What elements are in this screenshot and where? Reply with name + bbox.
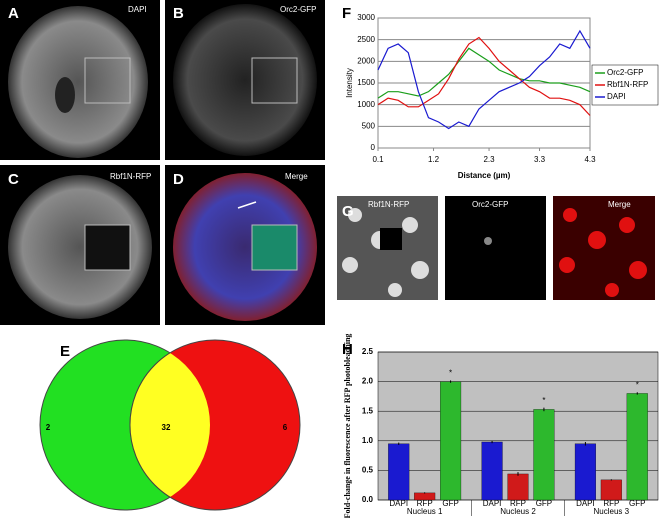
y-tick-label: 1500	[357, 78, 375, 87]
image-label: Orc2-GFP	[472, 200, 508, 209]
y-tick-label: 1.0	[362, 436, 374, 445]
x-tick-label: 2.3	[483, 155, 495, 164]
y-tick-label: 0.5	[362, 466, 374, 475]
image-label: Merge	[285, 172, 308, 181]
line	[377, 47, 591, 99]
panel-letter: B	[173, 5, 184, 22]
y-tick-label: 0	[371, 143, 376, 152]
y-tick-label: 2000	[357, 56, 375, 65]
image-label: Merge	[608, 200, 631, 209]
bar	[626, 393, 648, 501]
y-tick-label: 0.0	[362, 495, 374, 504]
panel-letter: H	[342, 341, 353, 358]
nucleolus	[55, 77, 75, 113]
line	[377, 29, 591, 130]
y-tick-label: 2.5	[362, 347, 374, 356]
x-tick-label: DAPI	[483, 499, 502, 508]
y-axis-label: Intensity	[345, 68, 354, 98]
y-tick-label: 2.0	[362, 377, 374, 386]
annotation: *	[542, 396, 545, 405]
x-tick-label: 0.1	[372, 155, 384, 164]
x-tick-label: 3.3	[534, 155, 546, 164]
venn-count: 2	[46, 423, 51, 432]
x-tick-label: 4.3	[584, 155, 596, 164]
panel-letter: G	[342, 203, 354, 220]
roi-box	[84, 57, 131, 104]
bar	[533, 409, 555, 501]
roi-box	[251, 224, 298, 271]
x-tick-label: RFP	[510, 499, 526, 508]
legend-label: Rbf1N-RFP	[607, 80, 648, 89]
x-tick-label: GFP	[442, 499, 458, 508]
venn-count: 6	[283, 423, 288, 432]
venn	[39, 339, 301, 511]
y-tick-label: 1000	[357, 100, 375, 109]
x-tick-label: RFP	[417, 499, 433, 508]
nucleus	[173, 4, 317, 156]
image-label: DAPI	[128, 5, 147, 14]
bar	[388, 443, 410, 501]
venn-overlap	[129, 340, 210, 510]
bleach	[380, 228, 402, 250]
group-label: Nucleus 2	[500, 507, 536, 516]
panel-letter: C	[8, 171, 19, 188]
arrow	[237, 201, 257, 209]
cell	[484, 237, 492, 245]
group-label: Nucleus 3	[594, 507, 630, 516]
annotation: *	[636, 380, 639, 389]
y-tick-label: 500	[362, 121, 376, 130]
image-label: Orc2-GFP	[280, 5, 316, 14]
bar	[440, 381, 462, 501]
y-tick-label: 1.5	[362, 406, 374, 415]
roi-box	[84, 224, 131, 271]
bar	[481, 441, 503, 501]
image-g2	[445, 196, 546, 300]
image-label: Rbf1N-RFP	[110, 172, 151, 181]
venn-count: 32	[162, 423, 171, 432]
panel-letter: E	[60, 343, 70, 360]
roi-box	[251, 57, 298, 104]
bar	[507, 473, 529, 501]
x-axis-label: Distance (µm)	[458, 171, 511, 180]
legend-label: DAPI	[607, 92, 626, 101]
legend-label: Orc2-GFP	[607, 68, 643, 77]
x-tick-label: 1.2	[428, 155, 440, 164]
image-panels	[0, 0, 655, 325]
y-tick-label: 3000	[357, 13, 375, 22]
x-tick-label: DAPI	[389, 499, 408, 508]
panel-letter: A	[8, 5, 19, 22]
group-label: Nucleus 1	[407, 507, 443, 516]
y-tick-label: 2500	[357, 35, 375, 44]
cells	[559, 208, 647, 297]
bar	[600, 479, 622, 501]
nucleus	[173, 173, 317, 321]
nucleus	[8, 175, 152, 319]
x-tick-label: GFP	[536, 499, 552, 508]
nucleus	[8, 6, 148, 158]
x-tick-label: GFP	[629, 499, 645, 508]
x-tick-label: RFP	[603, 499, 619, 508]
panel-letter: D	[173, 171, 184, 188]
image-label: Rbf1N-RFP	[368, 200, 409, 209]
y-axis-label: Fold-change in fluorescence after RFP ph…	[343, 334, 352, 518]
bar	[574, 443, 596, 501]
annotation: *	[449, 369, 452, 378]
panel-letter: F	[342, 5, 351, 22]
line	[377, 36, 591, 116]
x-tick-label: DAPI	[576, 499, 595, 508]
